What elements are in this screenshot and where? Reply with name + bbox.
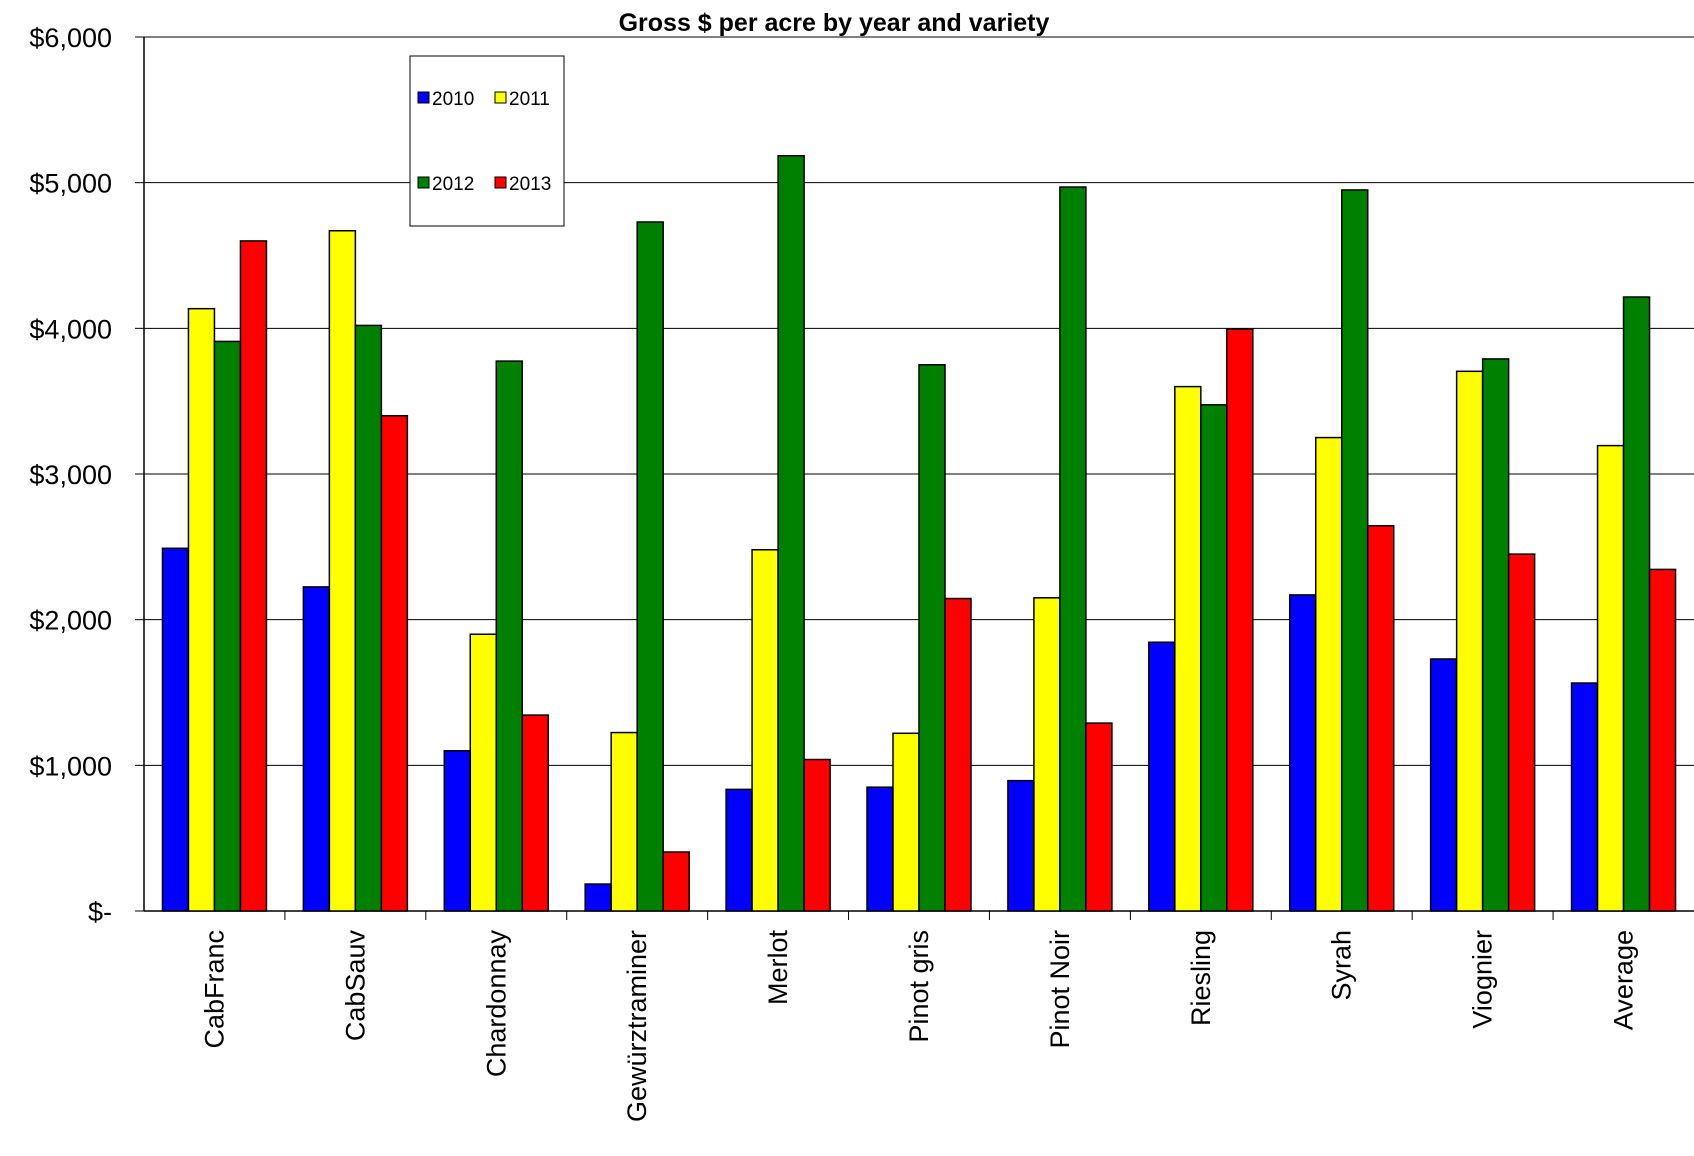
bar-2013-pinot-gris (944, 597, 972, 912)
x-tick-label: Viognier (1468, 930, 1498, 1029)
bar-2012-cabfranc (213, 340, 242, 912)
bar-2012-riesling (1200, 404, 1228, 912)
legend-swatch-2012 (417, 176, 430, 189)
bar-2010-average (1570, 682, 1599, 912)
bar-2011-pinot-noir (1033, 597, 1061, 912)
bar-2011-pinot-gris (892, 732, 920, 912)
bar-2010-pinot-noir (1007, 779, 1035, 912)
bar-2011-merlot (751, 548, 779, 912)
bar-2012-pinot-noir (1059, 186, 1087, 912)
bar-2011-riesling (1174, 385, 1202, 912)
legend-label-2013: 2013 (509, 174, 551, 195)
bar-2011-chardonnay (469, 633, 498, 912)
bar-2012-merlot (777, 154, 805, 912)
bar-2011-cabsauv (328, 229, 357, 912)
bar-2013-gew-rztraminer (662, 851, 690, 912)
legend-label-2010: 2010 (432, 89, 474, 110)
y-tick-label: $3,000 (29, 460, 112, 490)
bar-2010-cabfranc (161, 547, 190, 912)
x-axis-ticks: CabFranc CabSauv Chardonnay Gewürztraminer M… (199, 911, 1639, 1122)
bar-2010-viognier (1429, 658, 1458, 912)
y-tick-label: $2,000 (29, 606, 112, 636)
x-tick-label: Average (1609, 930, 1639, 1030)
x-tick-label: Gewürztraminer (622, 930, 652, 1122)
bar-2010-syrah (1288, 594, 1317, 912)
bar-2010-cabsauv (302, 586, 331, 912)
bar-2013-chardonnay (521, 714, 550, 912)
bar-2013-viognier (1507, 553, 1536, 912)
y-tick-label: $6,000 (29, 23, 112, 53)
bar-2011-gew-rztraminer (610, 731, 638, 912)
y-tick-label: $5,000 (29, 169, 112, 199)
bar-2013-syrah (1366, 524, 1395, 912)
legend-swatch-2011 (494, 91, 507, 104)
bar-2010-riesling (1148, 641, 1176, 912)
bar-2012-pinot-gris (918, 364, 946, 912)
bar-2012-syrah (1340, 189, 1369, 912)
legend: 2010 2011 2012 2013 (409, 55, 565, 227)
bar-2010-gew-rztraminer (584, 883, 612, 912)
legend-label-2012: 2012 (432, 174, 474, 195)
x-tick-label: CabSauv (340, 930, 370, 1042)
x-tick-label: Pinot gris (904, 930, 934, 1043)
x-tick-label: Chardonnay (481, 930, 511, 1078)
x-tick-label: Merlot (763, 930, 793, 1006)
bar-2013-riesling (1226, 328, 1254, 912)
bar-2011-cabfranc (187, 307, 216, 912)
bar-2010-chardonnay (443, 750, 472, 912)
x-tick-label: Pinot Noir (1045, 930, 1075, 1049)
y-tick-label: $4,000 (29, 314, 112, 344)
bar-2011-average (1596, 444, 1625, 912)
bar-2013-cabsauv (380, 414, 409, 912)
y-axis-ticks: $- $1,000 $2,000 $3,000 $4,000 $5,000 $6,000 (29, 23, 144, 927)
x-tick-label: Syrah (1327, 930, 1357, 1001)
bar-2013-average (1648, 568, 1677, 912)
bar-2012-chardonnay (495, 360, 524, 912)
x-tick-label: CabFranc (199, 930, 229, 1049)
bar-2012-viognier (1481, 358, 1510, 912)
bar-2013-cabfranc (239, 240, 268, 912)
legend-label-2011: 2011 (509, 89, 550, 110)
bar-2010-pinot-gris (866, 786, 894, 912)
bar-2013-merlot (803, 758, 831, 912)
bar-2011-syrah (1314, 436, 1343, 912)
y-tick-label: $- (88, 897, 112, 927)
bar-2013-pinot-noir (1085, 722, 1113, 912)
bar-2010-merlot (725, 788, 753, 912)
x-tick-label: Riesling (1186, 930, 1216, 1026)
legend-swatch-2010 (417, 91, 430, 104)
legend-swatch-2013 (494, 176, 507, 189)
bar-2012-average (1622, 296, 1651, 912)
bar-2012-gew-rztraminer (636, 221, 664, 912)
bars (161, 154, 1677, 912)
bar-2011-viognier (1455, 370, 1484, 912)
legend-box (409, 55, 565, 227)
chart-title: Gross $ per acre by year and variety (619, 9, 1050, 37)
y-tick-label: $1,000 (29, 751, 112, 781)
bar-2012-cabsauv (354, 324, 383, 912)
